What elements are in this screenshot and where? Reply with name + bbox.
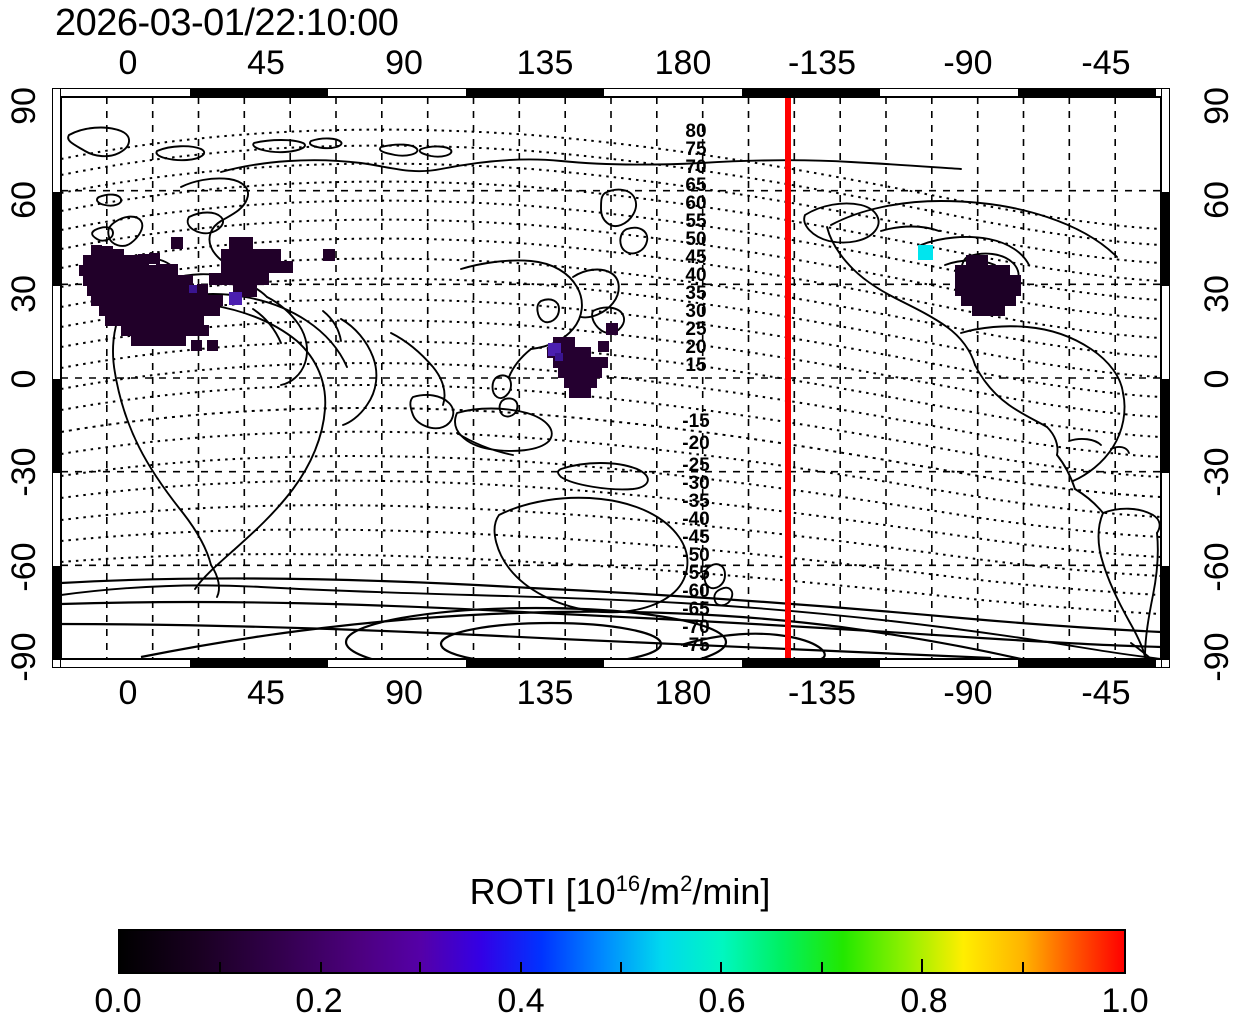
lon-tick-top-45: 45 — [247, 44, 285, 82]
colorbar-title: ROTI [1016/m2/min] — [0, 872, 1240, 912]
lat-tick-right-30: 30 — [1198, 275, 1236, 313]
svg-text:30: 30 — [685, 301, 706, 322]
svg-text:-40: -40 — [682, 509, 709, 530]
colorbar-unit-end: /min] — [692, 871, 771, 912]
svg-text:50: 50 — [685, 229, 706, 250]
map-canvas[interactable]: 80 75 70 65 60 55 50 45 40 35 30 25 20 1… — [61, 97, 1161, 659]
lat-tick-left-m30: -30 — [5, 447, 43, 497]
lon-tick-top-135: 135 — [516, 44, 574, 82]
lon-tick-bottom-135: 135 — [516, 674, 574, 712]
lat-tick-right-m90: -90 — [1198, 632, 1236, 682]
lon-tick-bottom-180: 180 — [654, 674, 712, 712]
colorbar-tick-major-2 — [419, 962, 422, 972]
colorbar-unit: /m — [640, 871, 681, 912]
lon-tick-bottom-m90: -90 — [943, 674, 993, 712]
svg-text:-75: -75 — [682, 635, 710, 656]
colorbar-tick-minor-0 — [219, 962, 222, 972]
lon-tick-top-m90: -90 — [943, 44, 993, 82]
svg-text:20: 20 — [685, 337, 706, 358]
svg-text:-70: -70 — [682, 617, 709, 638]
svg-text:-50: -50 — [682, 545, 709, 566]
roti-outlier-cyan — [918, 245, 933, 260]
svg-text:-30: -30 — [682, 473, 709, 494]
colorbar-label-2: 0.4 — [497, 982, 545, 1020]
colorbar-tick-minor-6 — [1021, 962, 1024, 972]
colorbar-unit-exponent: 2 — [680, 871, 693, 896]
lat-tick-right-0: 0 — [1198, 369, 1236, 389]
colorbar-tick-major-4 — [921, 959, 924, 972]
colorbar-label-1: 0.2 — [295, 982, 343, 1020]
geomagnetic-contours — [61, 128, 1161, 615]
map-svg: 80 75 70 65 60 55 50 45 40 35 30 25 20 1… — [61, 97, 1161, 659]
svg-text:-45: -45 — [682, 527, 710, 548]
colorbar-label-0: 0.0 — [94, 982, 142, 1020]
svg-text:-20: -20 — [682, 433, 709, 454]
geomagnetic-pole-contours — [61, 577, 1161, 659]
lon-tick-top-m45: -45 — [1081, 44, 1131, 82]
lat-tick-left-90: 90 — [5, 87, 43, 125]
colorbar-label-4: 0.8 — [900, 982, 948, 1020]
svg-text:35: 35 — [685, 283, 707, 304]
svg-text:70: 70 — [685, 157, 706, 178]
colorbar-label-3: 0.6 — [698, 982, 746, 1020]
lon-tick-top-m135: -135 — [787, 44, 857, 82]
roti-data-pixels — [79, 237, 1021, 398]
svg-text:40: 40 — [685, 265, 706, 286]
lon-tick-bottom-0: 0 — [118, 674, 138, 712]
frame-bar-bottom — [52, 659, 1170, 668]
svg-text:-35: -35 — [682, 491, 710, 512]
colorbar-tick-minor-3 — [619, 962, 622, 972]
page-title: 2026-03-01/22:10:00 — [55, 2, 399, 44]
frame-bar-top — [52, 88, 1170, 97]
colorbar-tick-minor-1 — [319, 962, 322, 972]
svg-text:65: 65 — [685, 175, 707, 196]
colorbar-tick-minor-2 — [519, 962, 522, 972]
lat-tick-right-60: 60 — [1198, 181, 1236, 219]
svg-text:55: 55 — [685, 211, 707, 232]
colorbar-gradient — [120, 931, 1124, 972]
svg-text:-25: -25 — [682, 455, 710, 476]
frame-bar-right — [1161, 88, 1170, 668]
svg-text:45: 45 — [685, 247, 707, 268]
svg-text:25: 25 — [685, 319, 707, 340]
lat-tick-left-m90: -90 — [5, 632, 43, 682]
graticule — [61, 97, 1161, 659]
lat-tick-right-m30: -30 — [1198, 447, 1236, 497]
svg-text:-65: -65 — [682, 599, 710, 620]
lat-tick-left-60: 60 — [5, 181, 43, 219]
lon-tick-top-90: 90 — [385, 44, 423, 82]
colorbar-tick-minor-4 — [720, 962, 723, 972]
lon-tick-top-0: 0 — [118, 44, 138, 82]
lat-tick-right-m60: -60 — [1198, 542, 1236, 592]
colorbar-label-5: 1.0 — [1101, 982, 1149, 1020]
colorbar-exponent: 16 — [615, 871, 641, 896]
colorbar-title-text: ROTI [10 — [469, 871, 616, 912]
lon-tick-bottom-45: 45 — [247, 674, 285, 712]
svg-text:75: 75 — [685, 139, 707, 160]
frame-bar-left — [52, 88, 61, 668]
lat-tick-left-30: 30 — [5, 275, 43, 313]
svg-text:-15: -15 — [682, 411, 710, 432]
lat-tick-left-m60: -60 — [5, 542, 43, 592]
colorbar[interactable] — [118, 929, 1126, 974]
lon-tick-bottom-m45: -45 — [1081, 674, 1131, 712]
svg-text:-60: -60 — [682, 581, 709, 602]
world-map-panel[interactable]: 80 75 70 65 60 55 50 45 40 35 30 25 20 1… — [52, 88, 1170, 668]
lat-tick-left-0: 0 — [5, 369, 43, 389]
lon-tick-bottom-90: 90 — [385, 674, 423, 712]
colorbar-tick-minor-5 — [820, 962, 823, 972]
svg-text:-55: -55 — [682, 563, 710, 584]
lat-tick-right-90: 90 — [1198, 87, 1236, 125]
svg-text:60: 60 — [685, 193, 706, 214]
svg-text:80: 80 — [685, 121, 706, 142]
lon-tick-top-180: 180 — [654, 44, 712, 82]
svg-text:15: 15 — [685, 355, 707, 376]
lon-tick-bottom-m135: -135 — [787, 674, 857, 712]
contour-labels: 80 75 70 65 60 55 50 45 40 35 30 25 20 1… — [682, 121, 710, 656]
